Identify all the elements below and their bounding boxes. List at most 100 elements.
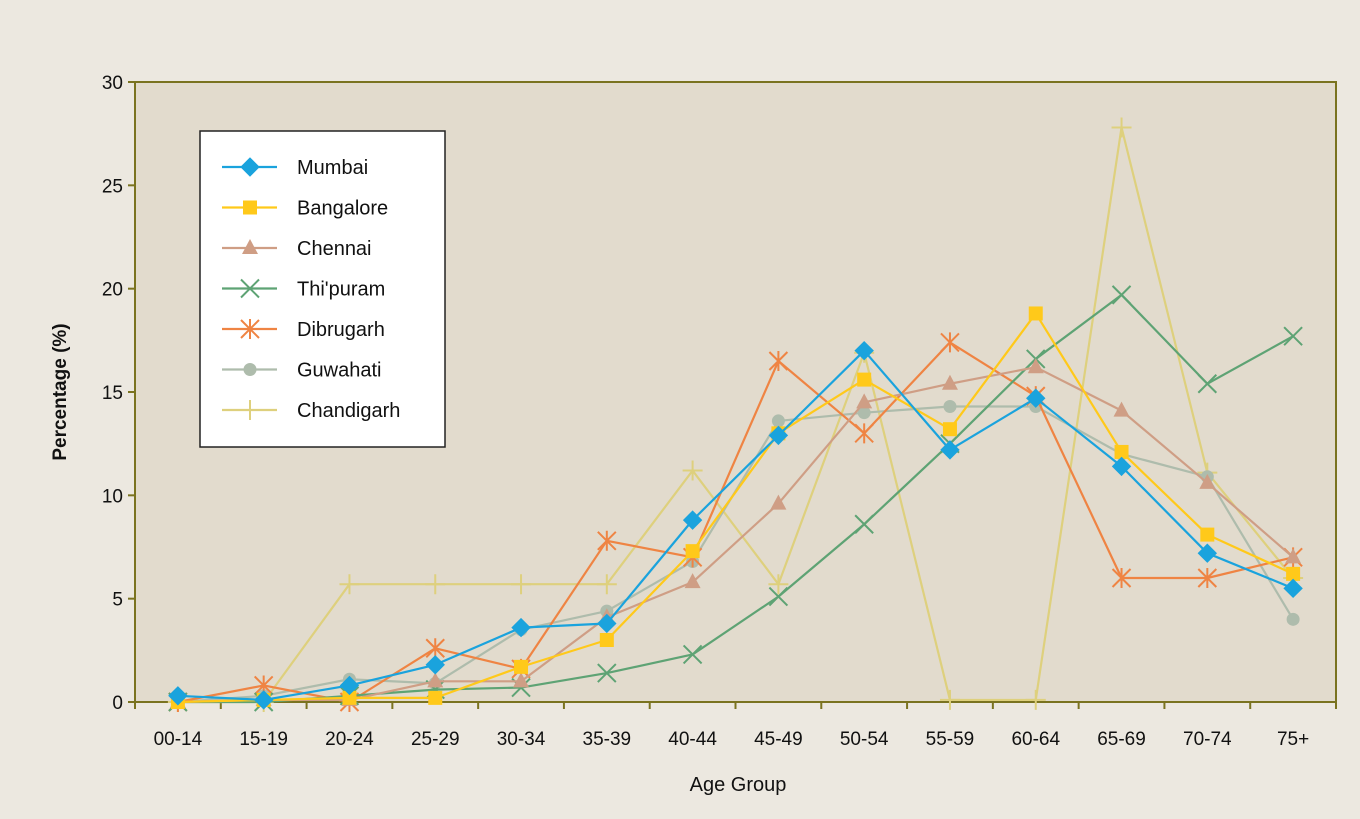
data-point-bangalore xyxy=(428,690,443,705)
legend-item-chennai: Chennai xyxy=(222,238,372,260)
legend-marker-thi-puram xyxy=(240,278,260,299)
data-point-chennai xyxy=(856,393,873,409)
series-line-dibrugarh xyxy=(177,341,1294,704)
data-point-chandigarh xyxy=(768,574,789,595)
data-point-thi-puram xyxy=(682,644,703,665)
data-point-dibrugarh xyxy=(940,332,960,353)
data-point-mumbai xyxy=(425,655,445,675)
x-tick-label: 65-69 xyxy=(1097,729,1146,750)
data-point-mumbai xyxy=(854,340,874,361)
data-point-guwahati xyxy=(943,399,957,413)
data-point-dibrugarh xyxy=(1111,568,1132,588)
data-point-bangalore xyxy=(342,690,357,705)
data-point-chandigarh xyxy=(682,460,703,481)
data-point-chennai xyxy=(770,494,787,510)
data-point-guwahati xyxy=(1286,612,1300,626)
legend-marker-dibrugarh xyxy=(240,319,260,339)
x-tick-label: 15-19 xyxy=(239,729,288,750)
y-tick-label: 5 xyxy=(112,590,123,611)
data-point-chennai xyxy=(1027,358,1044,374)
x-tick-label: 40-44 xyxy=(668,729,717,750)
data-point-mumbai xyxy=(1111,456,1132,477)
data-point-dibrugarh xyxy=(597,530,617,551)
legend-label: Chandigarh xyxy=(297,400,400,422)
data-point-bangalore xyxy=(685,544,700,559)
data-point-chennai xyxy=(1285,548,1302,564)
data-point-chandigarh xyxy=(511,574,532,595)
y-tick-label: 20 xyxy=(102,280,123,301)
data-point-bangalore xyxy=(514,659,529,674)
data-point-thi-puram xyxy=(1283,326,1303,346)
data-point-chennai xyxy=(427,672,444,688)
data-point-chennai xyxy=(941,374,958,390)
data-point-mumbai xyxy=(339,675,360,696)
y-axis-title: Percentage (%) xyxy=(50,323,71,460)
data-point-bangalore xyxy=(857,372,872,387)
data-point-thi-puram xyxy=(768,586,789,607)
legend-marker-chandigarh xyxy=(240,400,260,420)
x-tick-label: 30-34 xyxy=(497,729,546,750)
data-point-mumbai xyxy=(682,510,703,530)
legend-marker-mumbai xyxy=(240,157,260,177)
legend-marker-bangalore xyxy=(243,200,257,215)
data-point-chandigarh xyxy=(1111,117,1132,138)
data-point-mumbai xyxy=(597,613,617,634)
data-point-chennai xyxy=(1199,473,1216,489)
series-line-chandigarh xyxy=(177,126,1294,704)
data-point-bangalore xyxy=(1114,444,1129,459)
y-tick-label: 10 xyxy=(102,486,123,507)
data-point-dibrugarh xyxy=(854,423,874,444)
y-tick-label: 0 xyxy=(112,693,123,714)
data-point-chennai xyxy=(1113,401,1130,417)
legend-item-bangalore: Bangalore xyxy=(222,198,388,220)
legend-label: Dibrugarh xyxy=(297,319,385,341)
legend-item-dibrugarh: Dibrugarh xyxy=(222,319,385,341)
data-point-guwahati xyxy=(857,406,871,420)
y-tick-label: 15 xyxy=(102,383,123,404)
data-point-bangalore xyxy=(1200,527,1215,542)
data-point-mumbai xyxy=(940,440,960,460)
data-point-thi-puram xyxy=(597,663,617,683)
legend-label: Thi'puram xyxy=(297,279,385,301)
x-axis-title: Age Group xyxy=(690,774,787,796)
series-line-mumbai xyxy=(177,349,1294,702)
legend-marker-guwahati xyxy=(243,363,257,376)
legend-item-guwahati: Guwahati xyxy=(222,360,382,382)
data-point-thi-puram xyxy=(854,514,874,534)
legend: Mumbai Bangalore Chennai Thi'puram Dibrugarh… xyxy=(199,130,446,448)
data-point-mumbai xyxy=(1283,578,1303,599)
series-line-bangalore xyxy=(177,312,1294,704)
data-point-chandigarh xyxy=(425,574,446,595)
data-point-bangalore xyxy=(1028,306,1043,321)
x-tick-label: 25-29 xyxy=(411,729,460,750)
data-point-guwahati xyxy=(771,414,785,428)
data-point-mumbai xyxy=(511,617,531,638)
x-tick-label: 75+ xyxy=(1277,729,1309,750)
x-tick-label: 35-39 xyxy=(583,729,632,750)
x-tick-label: 50-54 xyxy=(840,729,889,750)
legend-item-mumbai: Mumbai xyxy=(222,157,368,179)
data-point-chennai xyxy=(513,672,530,688)
data-point-chandigarh xyxy=(339,574,360,595)
data-point-bangalore xyxy=(1286,566,1301,581)
data-point-mumbai xyxy=(768,425,789,446)
data-point-bangalore xyxy=(599,633,614,647)
x-tick-label: 45-49 xyxy=(754,729,803,750)
legend-label: Bangalore xyxy=(297,198,388,220)
legend-label: Guwahati xyxy=(297,360,382,382)
data-point-chandigarh xyxy=(939,689,960,710)
data-point-dibrugarh xyxy=(425,638,445,659)
legend-item-chandigarh: Chandigarh xyxy=(222,400,400,422)
data-point-chandigarh xyxy=(596,574,617,595)
series-mumbai xyxy=(168,340,1303,710)
x-tick-label: 55-59 xyxy=(926,729,975,750)
data-point-thi-puram xyxy=(1197,374,1218,394)
x-tick-label: 00-14 xyxy=(154,729,203,750)
legend-marker-chennai xyxy=(242,239,258,254)
series-line-thi-puram xyxy=(177,293,1294,704)
y-tick-label: 25 xyxy=(102,176,123,197)
data-point-mumbai xyxy=(1026,388,1046,408)
legend-label: Mumbai xyxy=(297,157,368,179)
data-point-bangalore xyxy=(942,422,957,437)
